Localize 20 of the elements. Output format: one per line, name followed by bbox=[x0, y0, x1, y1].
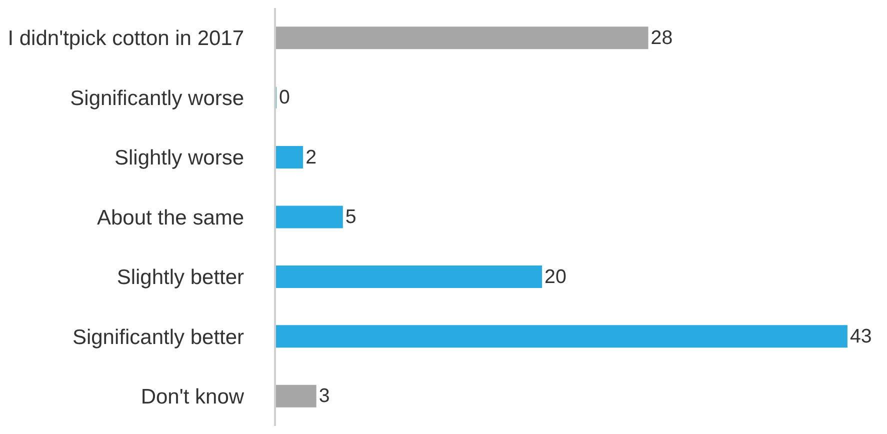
y-tick-label: Significantly worse bbox=[70, 86, 244, 110]
y-tick-label: I didn'tpick cotton in 2017 bbox=[8, 27, 244, 50]
data-label: 5 bbox=[345, 206, 356, 228]
y-tick-label: Don't know bbox=[140, 385, 245, 408]
bar bbox=[276, 384, 316, 408]
bar bbox=[276, 146, 304, 169]
y-tick-label: Slightly worse bbox=[114, 146, 244, 170]
bar bbox=[276, 206, 343, 228]
data-label: 3 bbox=[318, 385, 330, 408]
data-label: 2 bbox=[306, 146, 316, 168]
data-label: 0 bbox=[279, 86, 290, 109]
y-tick-label: Slightly better bbox=[116, 266, 244, 290]
data-label: 28 bbox=[650, 26, 673, 49]
bar bbox=[276, 265, 542, 288]
bar bbox=[276, 325, 848, 348]
data-label: 43 bbox=[850, 326, 872, 348]
bar bbox=[276, 26, 648, 50]
data-label: 20 bbox=[544, 266, 566, 288]
y-tick-label: Significantly better bbox=[72, 326, 244, 349]
y-tick-label: About the same bbox=[96, 206, 244, 230]
